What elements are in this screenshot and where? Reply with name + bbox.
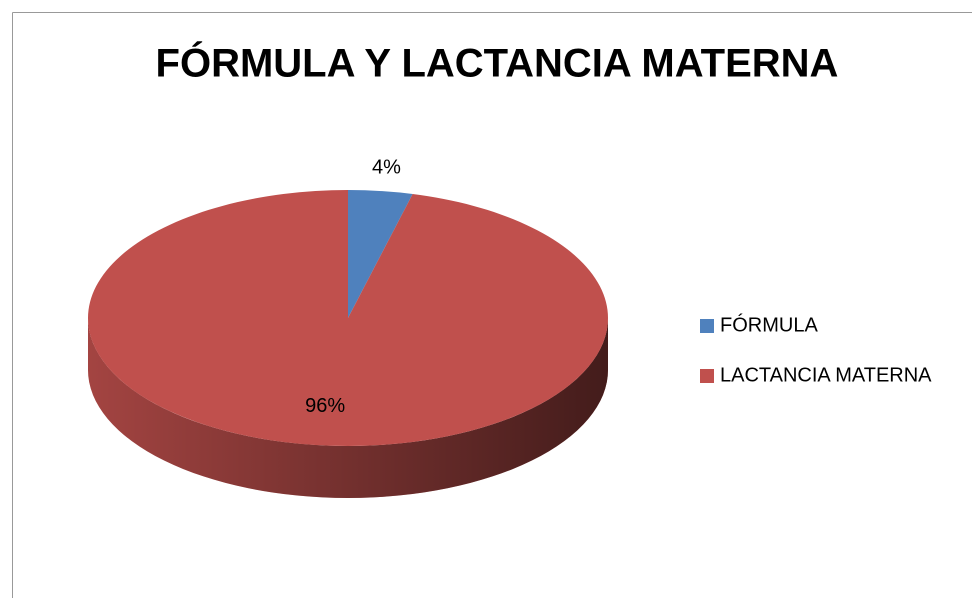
pie-side-shade [88, 318, 608, 498]
legend-swatch [700, 369, 714, 383]
data-label: 96% [305, 395, 345, 417]
pie-slice [348, 190, 413, 318]
legend-label: FÓRMULA [720, 313, 818, 336]
pie-slice [87, 190, 608, 446]
legend-swatch [700, 319, 714, 333]
chart-title: FÓRMULA Y LACTANCIA MATERNA [156, 40, 839, 86]
legend-label: LACTANCIA MATERNA [720, 364, 932, 386]
data-label: 4% [372, 156, 401, 178]
